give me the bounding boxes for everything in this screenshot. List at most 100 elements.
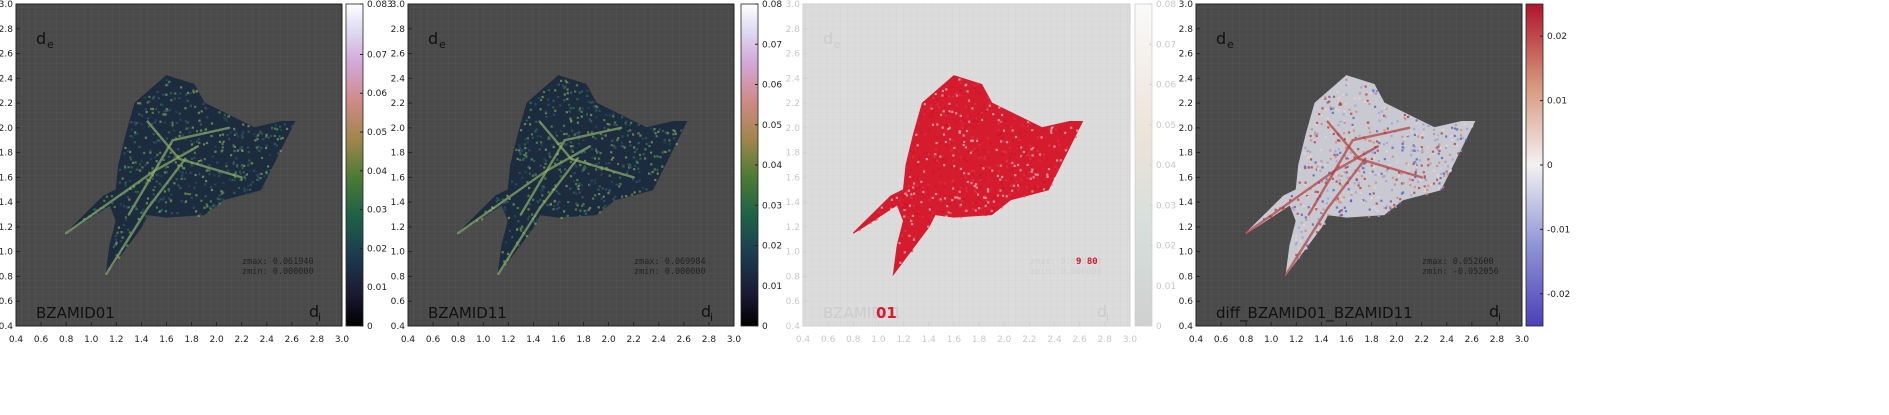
density-cell [961,120,965,123]
density-cell [939,181,942,184]
density-cell [1343,206,1346,209]
density-cell [1345,93,1348,96]
density-cell [222,198,225,201]
density-cell [125,218,128,221]
density-cell [608,190,611,193]
density-cell [547,89,551,92]
density-cell [115,234,118,237]
density-cell [1369,140,1372,143]
density-cell [1306,190,1309,193]
density-cell [961,140,964,143]
density-cell [991,107,994,110]
density-cell [252,133,256,136]
density-cell [540,190,543,193]
density-cell [1001,136,1004,139]
density-cell [184,200,188,203]
density-cell [983,149,986,152]
density-cell [1359,186,1362,190]
density-cell [1454,127,1457,130]
density-cell [1314,123,1317,126]
density-cell [177,164,180,167]
density-cell [526,218,529,221]
colorbar-gradient [345,3,364,327]
density-cell [971,107,974,110]
x-axis-label-sub: i [1498,311,1501,324]
density-cell [1321,107,1324,110]
density-cell [920,201,923,204]
density-cell [937,152,940,155]
density-cell [247,130,250,133]
density-cell [1005,179,1008,182]
colorbar-tick-label: 0.05 [1156,121,1176,131]
density-cell [237,135,240,138]
density-cell [1342,132,1346,135]
density-cell [942,133,946,136]
x-axis-label-sub: i [710,311,713,324]
density-cell [992,113,995,116]
density-cell [139,102,142,105]
density-cell [1000,140,1003,143]
density-cell [165,137,168,140]
x-tick-label: 1.2 [501,335,515,345]
density-cell [1324,181,1327,184]
density-cell [1340,184,1343,187]
density-cell [559,175,562,178]
density-cell [521,176,524,179]
panel-label: diff_BZAMID01_BZAMID11 [1216,304,1413,323]
density-cell [184,192,187,195]
density-cell [188,184,191,188]
density-cell [977,197,980,200]
density-cell [560,79,563,82]
density-cell [535,120,538,123]
density-cell [1348,197,1351,200]
density-cell [1049,163,1052,166]
density-cell [944,114,947,117]
density-cell [276,128,279,131]
density-cell [118,256,121,259]
density-cell [951,199,954,202]
density-cell [567,201,570,204]
density-cell [251,181,254,184]
density-cell [995,148,998,152]
density-cell [934,93,937,96]
density-cell [980,111,983,115]
density-cell [962,134,965,137]
density-cell [236,164,239,167]
density-cell [229,131,232,134]
density-cell [202,102,205,105]
density-cell [598,211,602,214]
density-cell [1386,205,1389,208]
density-cell [123,192,126,195]
density-cell [668,139,671,142]
density-cell [610,180,613,184]
density-cell [1377,196,1380,199]
density-cell [197,138,200,141]
panel-label: BZAMID01 [823,304,902,322]
density-cell [657,130,660,133]
density-cell [144,108,147,111]
density-cell [1005,195,1008,198]
density-cell [209,207,212,210]
density-cell [273,142,276,146]
density-cell [112,245,115,248]
density-cell [1370,197,1373,200]
density-cell [1401,146,1404,149]
density-cell [139,169,142,172]
density-cell [638,190,641,193]
y-axis-label: d [428,29,438,48]
density-cell [188,127,191,130]
density-cell [1420,134,1424,137]
density-cell [877,214,880,217]
density-cell [1415,168,1418,171]
density-cell [138,145,141,149]
density-cell [1421,149,1424,152]
y-tick-label: 2.0 [391,124,406,134]
density-cell [623,146,626,149]
density-cell [1436,174,1439,177]
density-cell [1311,205,1314,208]
density-cell [1348,108,1351,111]
density-cell [127,206,130,209]
x-tick-label: 0.6 [1214,335,1229,345]
density-cell [971,173,974,176]
density-cell [942,110,945,113]
